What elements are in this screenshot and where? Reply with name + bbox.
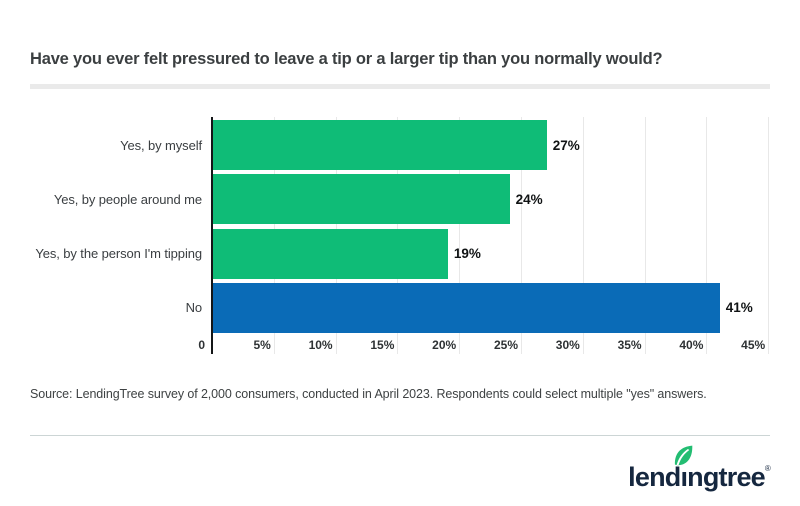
logo-dotless-i: ı (680, 462, 688, 492)
value-label: 27% (552, 137, 580, 153)
grid-line (521, 117, 522, 354)
registered-mark: ® (764, 464, 771, 473)
x-tick-label: 40% (679, 338, 704, 352)
chart-title: Have you ever felt pressured to leave a … (30, 50, 663, 68)
x-tick-label: 25% (493, 338, 518, 352)
x-tick-label: 45% (741, 338, 766, 352)
category-label: No (185, 300, 203, 316)
x-tick-label: 35% (617, 338, 642, 352)
category-label: Yes, by people around me (53, 191, 202, 207)
logo-letter-i: ı (675, 445, 693, 492)
x-tick-label: 5% (253, 338, 271, 352)
leaf-icon (675, 445, 693, 466)
grid-line (644, 117, 646, 354)
bar (213, 282, 720, 333)
logo-text-ngtree: ngtree (687, 462, 766, 492)
x-tick-label: 15% (370, 338, 395, 352)
logo-text-lend: lend (628, 462, 681, 492)
grid-line (768, 117, 770, 354)
y-axis-line (211, 117, 213, 354)
bar (213, 228, 448, 279)
source-note: Source: LendingTree survey of 2,000 cons… (30, 387, 707, 401)
value-label: 41% (725, 300, 753, 316)
x-tick-label: 10% (308, 338, 333, 352)
footer-divider (30, 435, 770, 436)
bar (213, 120, 547, 170)
page: Have you ever felt pressured to leave a … (30, 50, 771, 492)
x-tick-label: 20% (432, 338, 457, 352)
logo-row: lendı ngtree® (30, 445, 771, 492)
grid-line (582, 117, 584, 354)
x-tick-label: 30% (555, 338, 580, 352)
category-label: Yes, by myself (120, 137, 202, 153)
value-label: 24% (515, 191, 543, 207)
bar (213, 174, 510, 225)
grid-line (459, 117, 461, 354)
bar-chart: Yes, by myself 27% Yes, by people around m… (30, 117, 770, 357)
value-label: 19% (453, 246, 481, 262)
title-divider (30, 84, 770, 89)
category-label: Yes, by the person I'm tipping (35, 246, 202, 262)
x-tick-label: 0 (198, 338, 205, 352)
grid-line (706, 117, 708, 354)
lendingtree-logo: lendı ngtree® (628, 445, 771, 492)
